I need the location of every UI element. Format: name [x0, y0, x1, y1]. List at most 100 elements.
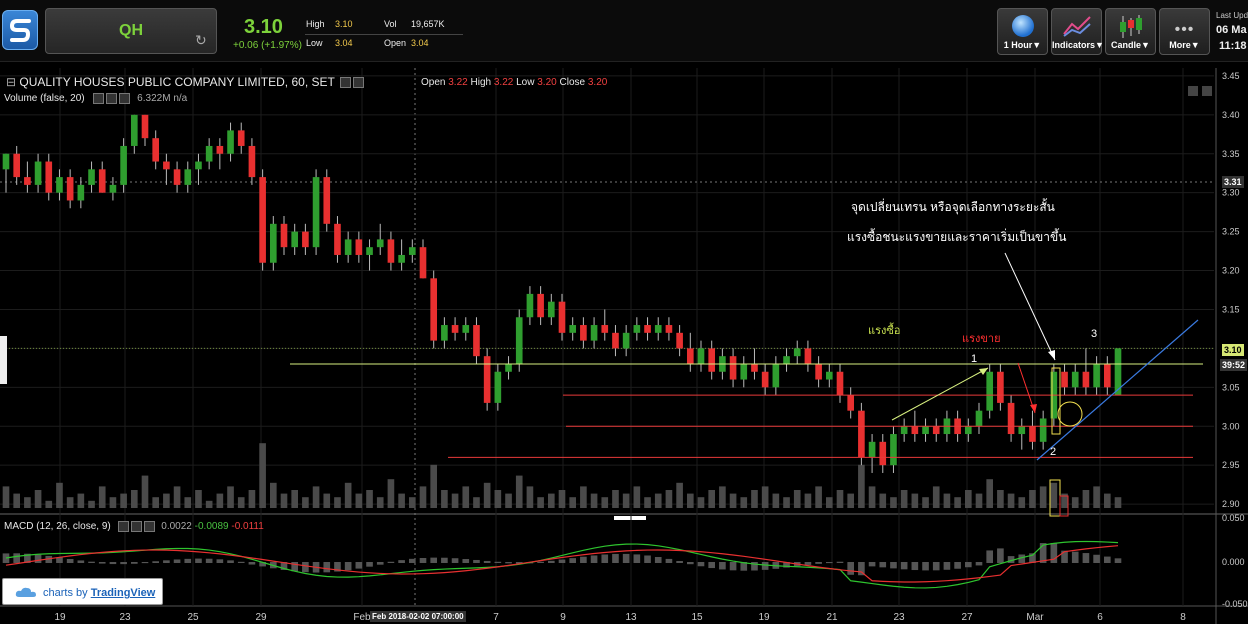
app-logo[interactable] [2, 10, 38, 50]
macd-histogram-bar [900, 562, 908, 570]
volume-bar [505, 493, 512, 508]
volume-bar [1071, 497, 1079, 508]
eye-icon[interactable] [93, 93, 105, 104]
vol-label: Vol [384, 19, 397, 29]
volume-bar [237, 497, 245, 508]
candle-down [419, 247, 427, 279]
volume-bar [847, 493, 855, 508]
collapse-icon[interactable]: ⊟ [6, 75, 17, 89]
candle-up [312, 177, 320, 248]
ohlc-readout: Open 3.22 High 3.22 Low 3.20 Close 3.20 [421, 77, 607, 88]
interval-button[interactable]: 1 Hour▼ [997, 8, 1048, 55]
candle-icon [1119, 15, 1142, 38]
macd-histogram-bar [697, 562, 705, 567]
candle-up [622, 332, 630, 349]
settings-icon[interactable] [339, 77, 351, 89]
x-tick-label: 9 [560, 612, 566, 623]
volume-bar [622, 493, 630, 508]
x-tick-label: 23 [893, 612, 905, 623]
macd-histogram-bar [729, 562, 737, 571]
buy-arrowhead [979, 368, 988, 375]
x-tick-label: 19 [758, 612, 770, 623]
candle-up [515, 317, 523, 364]
candle-down [558, 301, 566, 333]
volume-bar [269, 482, 277, 508]
candle-up [77, 184, 85, 201]
tradingview-text[interactable]: charts by TradingView [43, 587, 155, 599]
y-tick-label: 3.15 [1222, 304, 1240, 314]
candle-up [2, 153, 10, 170]
macd-histogram-bar [1007, 556, 1015, 563]
candle-up [291, 231, 299, 248]
volume-bar [665, 490, 673, 508]
volume-bar [323, 493, 331, 508]
close-label: Close [559, 77, 586, 88]
eye-icon[interactable] [117, 521, 129, 532]
volume-bar [943, 493, 951, 508]
x-tick-label: 23 [119, 612, 131, 623]
chart-type-button[interactable]: Candle▼ [1105, 8, 1156, 55]
macd-histogram-bar [355, 562, 363, 569]
candle-down [612, 332, 619, 349]
macd-histogram-bar [24, 553, 31, 563]
chart-area[interactable]: 19 23 25 29 Feb 7 9 13 15 19 21 23 27 Mar 6 8 3.45 3.40 3.… [0, 68, 1248, 624]
symbol-selector[interactable]: QH ↻ [45, 8, 217, 54]
candle-down [644, 325, 651, 333]
volume-bar [248, 490, 256, 508]
macd-histogram-bar [943, 562, 951, 570]
format-icon[interactable] [352, 77, 364, 89]
volume-bar [1114, 497, 1122, 508]
settings-icon[interactable] [106, 93, 118, 104]
macd-histogram-bar [216, 559, 224, 563]
candle-up [120, 145, 127, 185]
candle-down [141, 114, 149, 139]
candle-up [633, 325, 641, 333]
candle-down [355, 239, 363, 255]
volume-bar [922, 497, 929, 508]
volume-bar [1039, 486, 1047, 508]
macd-histogram-bar [612, 553, 619, 563]
volume-bar [1029, 490, 1036, 508]
left-panel-toggle[interactable] [0, 336, 7, 384]
close-icon[interactable] [119, 93, 131, 104]
indicators-button[interactable]: Indicators▼ [1051, 8, 1104, 55]
candle-down [1061, 371, 1068, 388]
candle-down [708, 348, 716, 372]
close-icon[interactable] [143, 521, 155, 532]
macd-histogram-bar [558, 559, 566, 563]
volume-bar [515, 475, 523, 508]
logo-icon [9, 19, 31, 42]
macd-histogram-bar [109, 562, 117, 565]
candle-up [526, 293, 534, 318]
candle-down [1103, 363, 1111, 388]
macd-histogram-bar [98, 562, 106, 564]
candle-down [1029, 426, 1036, 442]
macd-histogram-bar [2, 553, 10, 563]
candle-down [751, 363, 758, 372]
volume-bar [1007, 493, 1015, 508]
candle-up [408, 247, 416, 255]
volume-bar [205, 500, 213, 508]
volume-bar [815, 486, 822, 508]
tradingview-badge[interactable]: charts by TradingView [2, 578, 163, 605]
macd-histogram-bar [376, 562, 384, 565]
macd-histogram-bar [740, 562, 748, 571]
macd-histogram-bar [879, 562, 887, 568]
annotation-point-1: 1 [971, 353, 978, 365]
macd-histogram-bar [922, 562, 929, 571]
candle-up [494, 371, 502, 403]
candle-up [441, 325, 448, 341]
refresh-icon[interactable]: ↻ [195, 32, 207, 48]
candle-down [216, 145, 224, 154]
x-tick-label: 21 [826, 612, 838, 623]
macd-histogram-bar [997, 548, 1004, 563]
more-button[interactable]: ••• More▼ [1159, 8, 1210, 55]
macd-histogram-bar [547, 560, 555, 563]
settings-icon[interactable] [130, 521, 142, 532]
candle-up [1093, 363, 1100, 388]
volume-bar [900, 490, 908, 508]
macd-histogram-bar [163, 560, 170, 563]
price-chart[interactable]: 19 23 25 29 Feb 7 9 13 15 19 21 23 27 Mar 6 83.453.403.… [0, 68, 1248, 624]
tradingview-brand[interactable]: TradingView [90, 587, 156, 599]
candle-down [45, 161, 53, 193]
